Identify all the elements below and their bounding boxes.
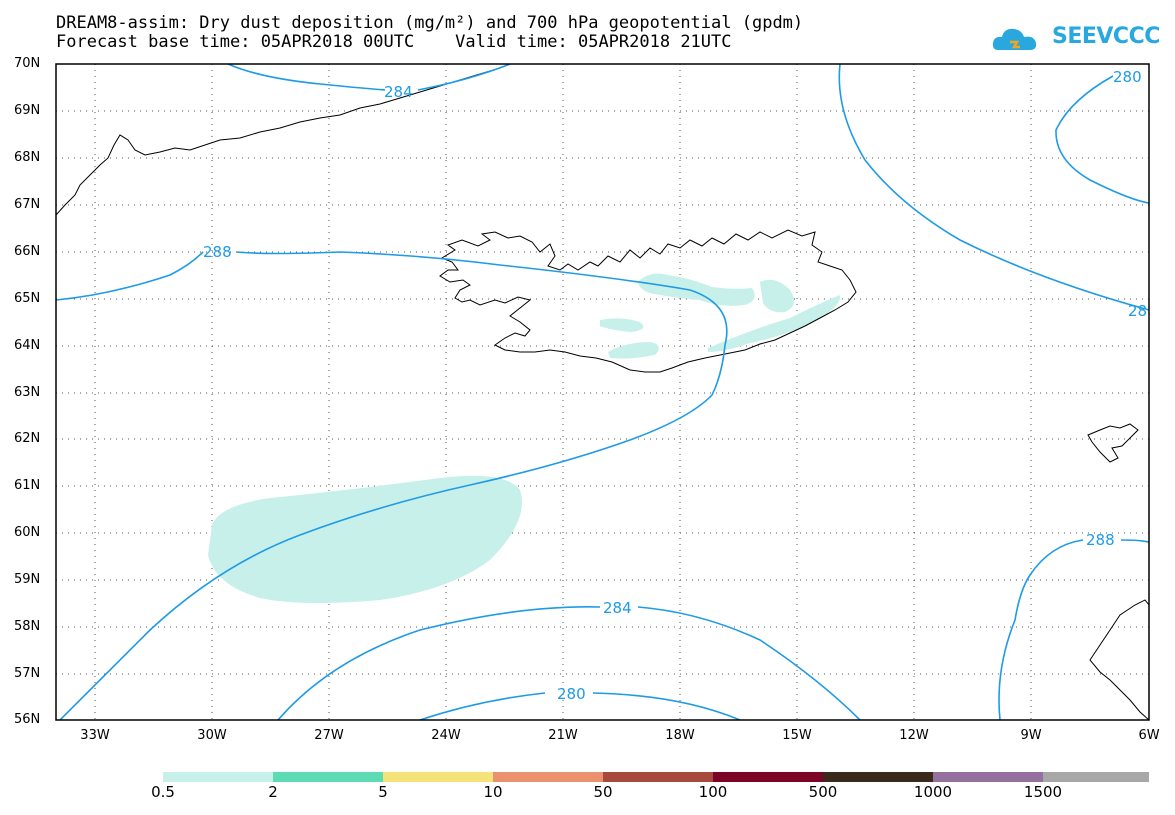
- lon-label: 27W: [314, 728, 344, 743]
- colorbar-label: 100: [698, 783, 728, 801]
- contour-label-284-south: 284: [603, 599, 632, 617]
- dust-area-iceland-1: [638, 273, 755, 306]
- contour-280-east: [838, 64, 1149, 311]
- lat-label: 61N: [14, 478, 41, 493]
- contour-284-north: [227, 64, 511, 91]
- colorbar-label: 5: [378, 783, 388, 801]
- map-title: DREAM8-assim: Dry dust deposition (mg/m²…: [56, 13, 804, 33]
- dust-area-iceland-4: [608, 342, 659, 359]
- colorbar-label: 10: [483, 783, 503, 801]
- grid-lines: [56, 64, 1149, 720]
- lat-label: 63N: [14, 385, 41, 400]
- colorbar-swatch: [1043, 772, 1149, 782]
- lat-label: 60N: [14, 525, 41, 540]
- lon-label: 15W: [782, 728, 812, 743]
- colorbar-swatch: [823, 772, 933, 782]
- contour-label-28-east: 28: [1128, 302, 1147, 320]
- lat-label: 66N: [14, 244, 41, 259]
- contour-label-288-east: 288: [1086, 531, 1115, 549]
- contour-label-280-ne: 280: [1113, 68, 1142, 86]
- lat-label: 65N: [14, 291, 41, 306]
- contour-280-ne: [1055, 75, 1149, 204]
- lat-label: 64N: [14, 338, 41, 353]
- greenland-coast: [56, 64, 511, 216]
- lat-label: 69N: [14, 103, 41, 118]
- contour-288-west: [56, 251, 728, 720]
- contour-284-south: [277, 606, 861, 720]
- lon-label: 18W: [665, 728, 695, 743]
- dust-area-south: [208, 475, 522, 604]
- colorbar: [163, 772, 1149, 782]
- colorbar-label: 1000: [913, 783, 953, 801]
- contour-288-east: [998, 539, 1149, 720]
- colorbar-label: 500: [808, 783, 838, 801]
- lat-label: 67N: [14, 197, 41, 212]
- cloud-logo-icon: [992, 28, 1037, 50]
- lon-label: 30W: [197, 728, 227, 743]
- lat-label: 59N: [14, 572, 41, 587]
- colorbar-swatch: [713, 772, 823, 782]
- colorbar-label: 0.5: [151, 783, 175, 801]
- faroe-coast: [1087, 423, 1139, 463]
- lat-label: 70N: [14, 56, 41, 71]
- iceland-coast: [439, 229, 857, 373]
- map-subtitle: Forecast base time: 05APR2018 00UTC Vali…: [56, 32, 732, 52]
- contour-label-284-north: 284: [384, 83, 413, 101]
- lat-label: 58N: [14, 619, 41, 634]
- lon-label: 9W: [1020, 728, 1042, 743]
- lon-label: 33W: [80, 728, 110, 743]
- lon-label: 24W: [431, 728, 461, 743]
- colorbar-label: 50: [593, 783, 613, 801]
- colorbar-swatch: [603, 772, 713, 782]
- lon-label: 6W: [1138, 728, 1160, 743]
- scotland-coast: [1089, 599, 1149, 720]
- lat-label: 62N: [14, 431, 41, 446]
- dust-area-iceland-2: [760, 279, 794, 313]
- colorbar-swatch: [273, 772, 383, 782]
- logo-text: SEEVCCC: [1052, 24, 1160, 49]
- colorbar-label: 1500: [1023, 783, 1063, 801]
- lon-label: 21W: [548, 728, 578, 743]
- contour-label-288-west: 288: [203, 243, 232, 261]
- colorbar-swatch: [163, 772, 273, 782]
- dust-area-iceland-5: [708, 295, 841, 352]
- contour-280-south: [419, 692, 741, 720]
- lat-label: 68N: [14, 150, 41, 165]
- dust-area-iceland-3: [600, 318, 644, 332]
- colorbar-label: 2: [268, 783, 278, 801]
- contour-label-280-south: 280: [557, 685, 586, 703]
- lon-label: 12W: [899, 728, 929, 743]
- lat-label: 56N: [14, 712, 41, 727]
- map-frame: [55, 63, 1150, 721]
- colorbar-swatch: [383, 772, 493, 782]
- lat-label: 57N: [14, 666, 41, 681]
- colorbar-swatch: [933, 772, 1043, 782]
- colorbar-swatch: [493, 772, 603, 782]
